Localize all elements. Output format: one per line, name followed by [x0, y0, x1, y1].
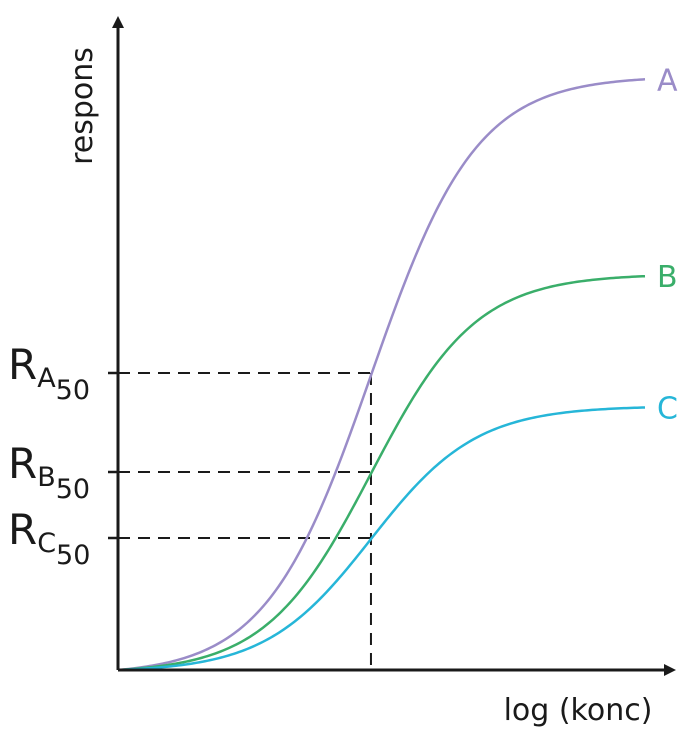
ref-label-a: RA50 — [8, 340, 90, 406]
y-axis-label: respons — [65, 47, 100, 165]
curve-label-c: C — [657, 391, 678, 426]
ref-label-c: RC50 — [8, 505, 90, 571]
curve-c — [117, 406, 646, 672]
curve-b — [117, 274, 646, 672]
reference-lines — [108, 371, 372, 670]
curve-label-b: B — [657, 260, 678, 295]
curve-labels: A B C — [657, 63, 678, 426]
curve-a — [117, 78, 646, 672]
ref-label-b: RB50 — [8, 439, 90, 505]
curves — [117, 78, 646, 672]
curve-label-a: A — [657, 63, 678, 98]
x-axis-label: log (konc) — [504, 693, 653, 728]
